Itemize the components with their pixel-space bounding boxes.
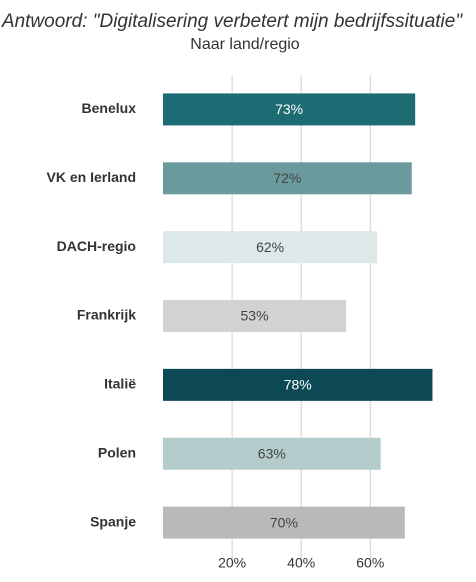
- bar: [163, 231, 378, 264]
- x-tick-label: 40%: [287, 555, 315, 571]
- value-label: 62%: [256, 239, 284, 255]
- value-label: 73%: [275, 101, 303, 117]
- chart-subtitle: Naar land/regio: [190, 36, 300, 53]
- x-tick-label: 60%: [356, 555, 384, 571]
- bar: [163, 93, 416, 126]
- y-tick-label: VK en Ierland: [47, 169, 136, 185]
- y-tick-label: Benelux: [82, 100, 137, 116]
- value-label: 53%: [241, 308, 269, 324]
- y-tick-label: Polen: [98, 444, 136, 460]
- value-label: 78%: [284, 377, 312, 393]
- chart-title: Antwoord: "Digitalisering verbetert mijn…: [1, 11, 463, 32]
- bar: [163, 368, 433, 401]
- bar: [163, 506, 405, 539]
- x-tick-label: 20%: [218, 555, 246, 571]
- y-tick-label: Italië: [104, 376, 136, 392]
- y-tick-label: Frankrijk: [77, 307, 136, 323]
- value-label: 72%: [273, 170, 301, 186]
- y-tick-label: DACH-regio: [57, 238, 136, 254]
- value-label: 63%: [258, 445, 286, 461]
- bar: [163, 162, 412, 195]
- y-tick-label: Spanje: [90, 513, 136, 529]
- bar: [163, 300, 347, 332]
- bar: [163, 437, 381, 470]
- value-label: 70%: [270, 514, 298, 530]
